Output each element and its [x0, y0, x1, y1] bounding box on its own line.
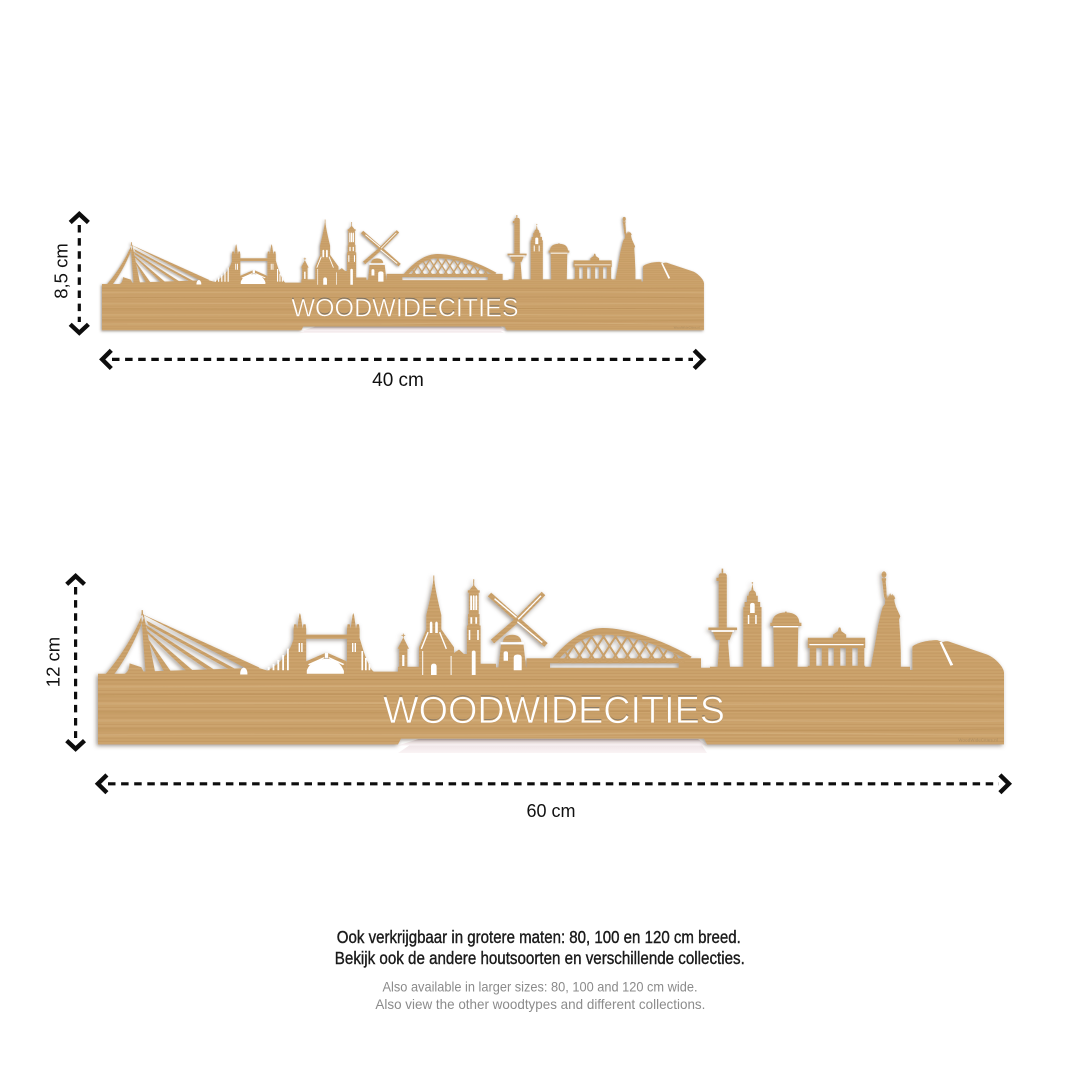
svg-text:12 cm: 12 cm — [43, 637, 64, 687]
svg-text:Bekijk ook de andere houtsoort: Bekijk ook de andere houtsoorten en vers… — [335, 948, 745, 968]
svg-text:40 cm: 40 cm — [372, 370, 424, 391]
svg-text:8,5 cm: 8,5 cm — [51, 243, 72, 299]
svg-text:Also available in larger sizes: Also available in larger sizes: 80, 100 … — [383, 979, 698, 995]
svg-text:60 cm: 60 cm — [526, 801, 575, 821]
svg-text:Also view the other woodtypes: Also view the other woodtypes and differ… — [375, 996, 705, 1012]
svg-text:Ook verkrijgbaar in grotere ma: Ook verkrijgbaar in grotere maten: 80, 1… — [337, 927, 741, 947]
